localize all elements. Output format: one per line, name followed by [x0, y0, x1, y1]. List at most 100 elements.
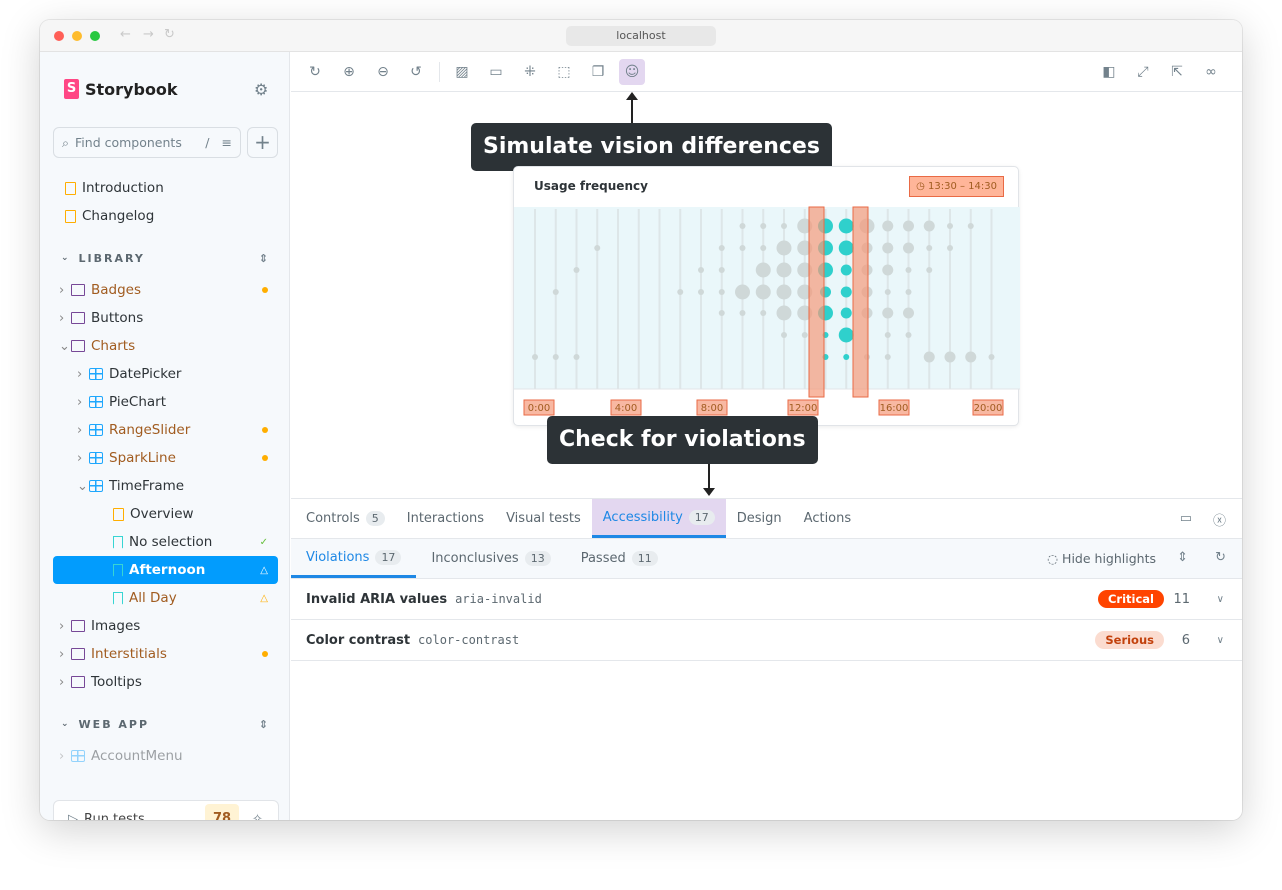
- address-bar[interactable]: localhost: [566, 26, 716, 46]
- sidebar-item-charts[interactable]: ⌄ Charts: [53, 332, 278, 360]
- a11y-highlight-handle-2: [852, 206, 869, 398]
- usage-dot: [698, 267, 704, 273]
- sidebar-toggle-icon[interactable]: ◧: [1102, 64, 1116, 80]
- sidebar-item-no-selection[interactable]: No selection ✓: [53, 528, 278, 556]
- time-range-badge[interactable]: ◷ 13:30 – 14:30: [909, 176, 1004, 197]
- sidebar-item-label: TimeFrame: [109, 478, 185, 494]
- refresh-icon[interactable]: ↻: [164, 27, 175, 42]
- violation-title: Invalid ARIA values: [306, 591, 448, 607]
- chevron-right-icon[interactable]: ›: [77, 366, 83, 382]
- sidebar-item-badges[interactable]: › Badges: [53, 276, 278, 304]
- subtab-passed[interactable]: Passed 11: [566, 539, 673, 578]
- sidebar-item-sparkline[interactable]: › SparkLine: [53, 444, 278, 472]
- violation-row[interactable]: Color contrast color-contrast Serious 6 ∨: [291, 620, 1242, 661]
- storybook-logo[interactable]: S Storybook: [64, 79, 178, 99]
- usage-dot: [573, 267, 580, 273]
- sidebar-item-images[interactable]: › Images: [53, 612, 278, 640]
- measure-icon[interactable]: ❐: [591, 64, 605, 80]
- accessibility-icon[interactable]: ☺: [619, 59, 645, 85]
- maximize-window-button[interactable]: [90, 31, 100, 41]
- sidebar-item-timeframe[interactable]: ⌄ TimeFrame: [53, 472, 278, 500]
- subtab-violations[interactable]: Violations 17: [291, 539, 417, 578]
- outline-icon[interactable]: ⬚: [557, 64, 571, 80]
- tab-visual-tests[interactable]: Visual tests: [495, 499, 592, 538]
- tab-interactions[interactable]: Interactions: [396, 499, 495, 538]
- violation-row[interactable]: Invalid ARIA values aria-invalid Critical 1…: [291, 579, 1242, 620]
- subtab-label: Violations: [306, 549, 370, 565]
- tab-actions[interactable]: Actions: [793, 499, 863, 538]
- usage-dot: [776, 262, 792, 278]
- chevron-right-icon[interactable]: ›: [59, 618, 65, 634]
- tab-accessibility[interactable]: Accessibility 17: [591, 499, 726, 538]
- link-icon[interactable]: ∞: [1205, 64, 1217, 80]
- fullscreen-icon[interactable]: ⤢: [1137, 64, 1149, 80]
- tab-controls[interactable]: Controls 5: [295, 499, 396, 538]
- grid-icon[interactable]: ⁜: [524, 64, 536, 80]
- minimize-window-button[interactable]: [72, 31, 82, 41]
- back-icon[interactable]: ←: [120, 27, 131, 42]
- usage-dot: [573, 354, 580, 360]
- zoom-out-icon[interactable]: ⊖: [377, 64, 389, 80]
- add-button[interactable]: +: [247, 127, 278, 158]
- close-panel-icon[interactable]: ⓧ: [1212, 514, 1226, 529]
- sidebar-item-piechart[interactable]: › PieChart: [53, 388, 278, 416]
- expand-collapse-icon[interactable]: ⇕: [258, 717, 268, 731]
- sidebar-item-buttons[interactable]: › Buttons: [53, 304, 278, 332]
- clear-icon[interactable]: ✧: [252, 811, 263, 821]
- chevron-right-icon[interactable]: ›: [59, 646, 65, 662]
- forward-icon[interactable]: →: [143, 27, 154, 42]
- expand-collapse-icon[interactable]: ⇕: [258, 251, 268, 265]
- close-window-button[interactable]: [54, 31, 64, 41]
- viewport-icon[interactable]: ▭: [489, 64, 503, 80]
- sidebar-item-datepicker[interactable]: › DatePicker: [53, 360, 278, 388]
- panel-position-icon[interactable]: ▭: [1179, 511, 1192, 526]
- sidebar-item-tooltips[interactable]: › Tooltips: [53, 668, 278, 696]
- run-tests-button[interactable]: Run tests: [84, 811, 145, 821]
- library-section-header[interactable]: ⌄ LIBRARY ⇕: [53, 244, 278, 272]
- open-new-icon[interactable]: ⇱: [1171, 64, 1183, 80]
- sidebar-item-changelog[interactable]: Changelog: [53, 202, 278, 230]
- callout-arrow-bottom: [708, 464, 710, 490]
- sidebar-item-interstitials[interactable]: › Interstitials: [53, 640, 278, 668]
- chevron-right-icon[interactable]: ›: [59, 674, 65, 690]
- test-score-badge[interactable]: 78: [205, 804, 239, 820]
- gear-icon[interactable]: ⚙: [254, 80, 269, 99]
- zoom-in-icon[interactable]: ⊕: [343, 64, 355, 80]
- chevron-right-icon[interactable]: ›: [77, 450, 83, 466]
- sidebar-item-introduction[interactable]: Introduction: [53, 174, 278, 202]
- usage-dot: [926, 267, 933, 273]
- chevron-down-icon[interactable]: ∨: [1216, 593, 1224, 605]
- background-icon[interactable]: ▨: [455, 64, 469, 80]
- chevron-right-icon[interactable]: ›: [59, 310, 65, 326]
- tab-design[interactable]: Design: [726, 499, 793, 538]
- sidebar-item-all-day[interactable]: All Day △: [53, 584, 278, 612]
- chevron-right-icon[interactable]: ›: [77, 422, 83, 438]
- zoom-reset-icon[interactable]: ↺: [410, 64, 422, 80]
- usage-dot-plot[interactable]: 0:00 4:00 8:00 12:00 16:00 20:00: [514, 167, 1020, 427]
- sidebar-item-afternoon[interactable]: Afternoon △: [53, 556, 278, 584]
- hide-highlights-button[interactable]: ◌ Hide highlights: [1047, 551, 1156, 566]
- chevron-down-icon[interactable]: ⌄: [77, 478, 88, 494]
- expand-collapse-icon[interactable]: ⇕: [1177, 550, 1188, 565]
- reload-icon[interactable]: ↻: [309, 64, 321, 80]
- folder-icon: [71, 312, 85, 324]
- webapp-section-header[interactable]: ⌄ WEB APP ⇕: [53, 710, 278, 738]
- sidebar-item-label: Tooltips: [91, 674, 142, 690]
- subtab-inconclusives[interactable]: Inconclusives 13: [416, 539, 565, 578]
- chevron-down-icon[interactable]: ∨: [1216, 634, 1224, 646]
- usage-dot: [677, 289, 684, 295]
- tick-highlight: [523, 399, 555, 416]
- usage-dot: [838, 327, 854, 343]
- search-input[interactable]: ⌕ Find components / ≡: [53, 127, 241, 158]
- chevron-down-icon[interactable]: ⌄: [59, 338, 70, 354]
- chevron-right-icon[interactable]: ›: [77, 394, 83, 410]
- filter-icon[interactable]: ≡: [221, 135, 232, 150]
- usage-dot: [840, 264, 852, 276]
- rerun-icon[interactable]: ↻: [1215, 550, 1226, 565]
- chevron-right-icon[interactable]: ›: [59, 282, 65, 298]
- sidebar-item-overview[interactable]: Overview: [53, 500, 278, 528]
- usage-dot: [781, 332, 787, 338]
- chevron-up-icon[interactable]: ︿: [180, 812, 190, 821]
- sidebar-item-accountmenu[interactable]: › AccountMenu: [53, 742, 278, 770]
- sidebar-item-rangeslider[interactable]: › RangeSlider: [53, 416, 278, 444]
